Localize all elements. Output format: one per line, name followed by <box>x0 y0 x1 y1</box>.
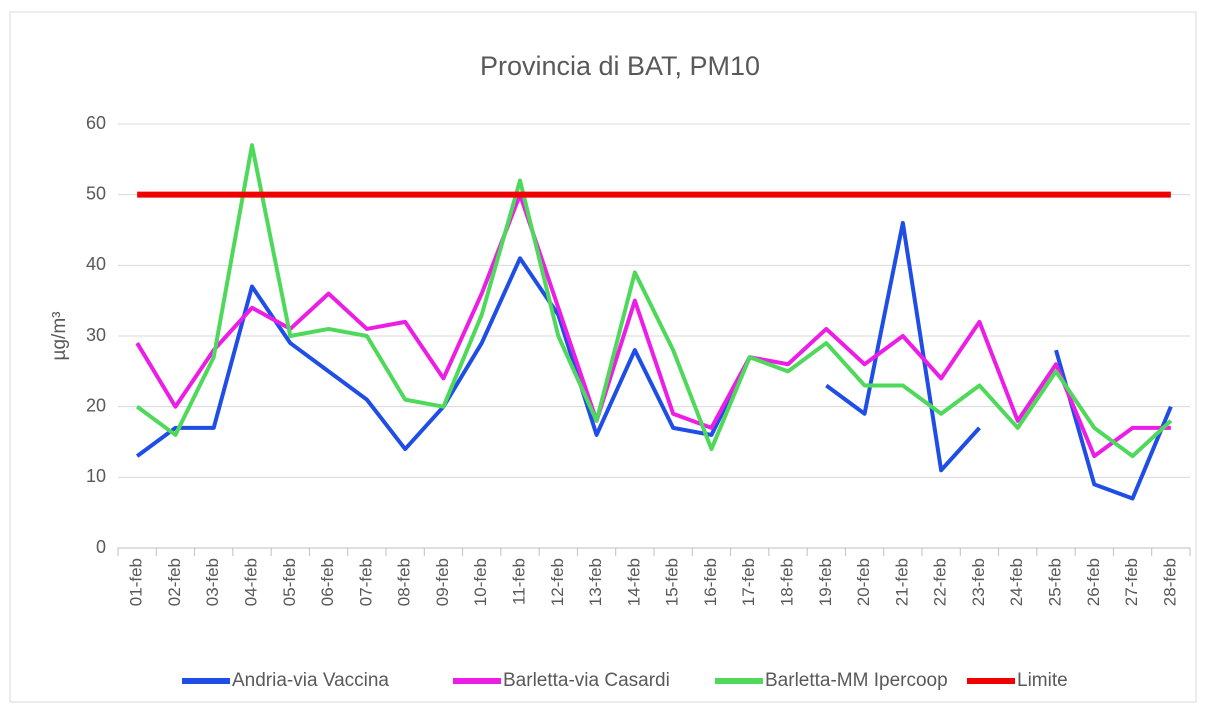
y-tick-label: 0 <box>96 537 106 557</box>
y-tick-label: 60 <box>86 113 106 133</box>
y-tick-label: 40 <box>86 254 106 274</box>
series-line <box>1054 349 1173 501</box>
x-tick-label: 12-feb <box>548 558 567 606</box>
x-tick-label: 05-feb <box>280 558 299 606</box>
x-tick-label: 22-feb <box>931 558 950 606</box>
x-tick-label: 19-feb <box>816 558 835 606</box>
x-tick-label: 08-feb <box>395 558 414 606</box>
chart-title: Provincia di BAT, PM10 <box>480 51 760 81</box>
x-tick-label: 01-feb <box>127 558 146 606</box>
x-tick-label: 21-feb <box>892 558 911 606</box>
series-line <box>825 220 981 473</box>
legend-label: Barletta-via Casardi <box>503 670 670 691</box>
x-tick-label: 27-feb <box>1122 558 1141 606</box>
y-tick-label: 30 <box>86 325 106 345</box>
x-tick-label: 23-feb <box>969 558 988 606</box>
x-tick-label: 17-feb <box>739 558 758 606</box>
legend-label: Andria-via Vaccina <box>232 670 389 691</box>
x-tick-label: 04-feb <box>241 558 260 606</box>
series-line <box>135 143 1173 459</box>
x-tick-label: 02-feb <box>165 558 184 606</box>
legend-label: Barletta-MM Ipercoop <box>765 670 948 691</box>
x-tick-label: 16-feb <box>701 558 720 606</box>
x-tick-label: 13-feb <box>586 558 605 606</box>
x-tick-label: 20-feb <box>854 558 873 606</box>
x-tick-label: 07-feb <box>356 558 375 606</box>
x-tick-label: 24-feb <box>1007 558 1026 606</box>
y-tick-label: 10 <box>86 466 106 486</box>
x-tick-label: 11-feb <box>509 558 528 605</box>
x-tick-label: 06-feb <box>318 558 337 606</box>
x-tick-label: 15-feb <box>663 558 682 606</box>
x-tick-label: 10-feb <box>471 558 490 606</box>
y-tick-label: 50 <box>86 183 106 203</box>
y-axis-label: µg/m³ <box>49 312 70 361</box>
series-line <box>135 192 1171 459</box>
x-tick-label: 26-feb <box>1084 558 1103 606</box>
x-tick-label: 25-feb <box>1045 558 1064 606</box>
legend-label: Limite <box>1017 670 1068 691</box>
x-tick-label: 28-feb <box>1160 558 1179 606</box>
x-tick-label: 03-feb <box>203 558 222 606</box>
x-tick-label: 18-feb <box>777 558 796 606</box>
x-tick-label: 09-feb <box>433 558 452 606</box>
x-tick-label: 14-feb <box>624 558 643 606</box>
y-tick-label: 20 <box>86 395 106 415</box>
